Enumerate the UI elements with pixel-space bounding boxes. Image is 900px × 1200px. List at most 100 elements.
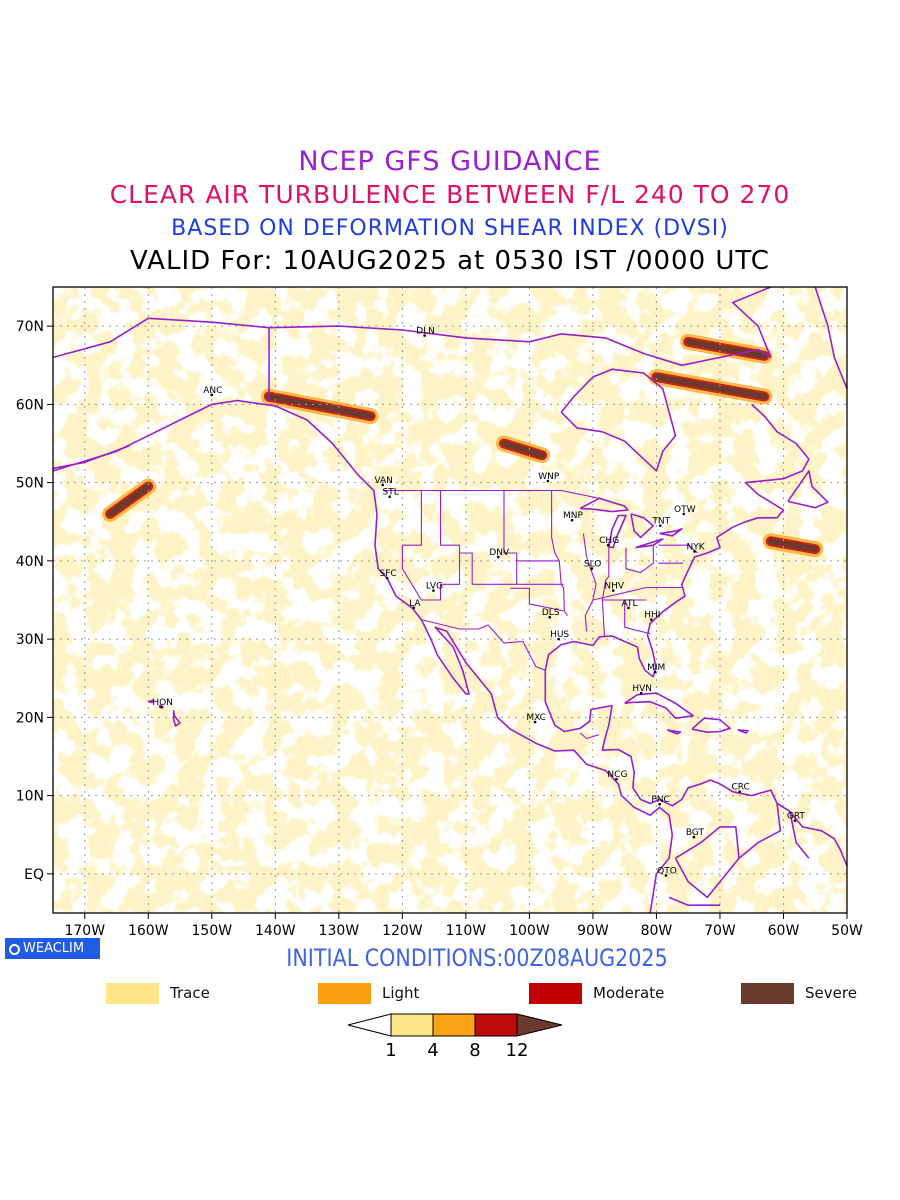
lon-tick-label: 50W bbox=[831, 923, 863, 939]
lon-tick-label: 130W bbox=[319, 923, 360, 939]
lon-tick-label: 160W bbox=[128, 923, 169, 939]
station-dot bbox=[160, 705, 163, 709]
station-dot bbox=[738, 790, 741, 794]
station-label: PNC bbox=[651, 795, 669, 805]
colorbar-label: 1 bbox=[385, 1040, 396, 1061]
station-dot bbox=[692, 835, 696, 839]
coastline bbox=[608, 514, 627, 549]
station-label: HUS bbox=[550, 630, 569, 640]
station-dot bbox=[693, 550, 696, 553]
severe-band bbox=[685, 338, 768, 359]
lon-tick-label: 100W bbox=[509, 923, 550, 939]
station-label: CHG bbox=[599, 536, 619, 546]
colorbar-high-arrow bbox=[516, 1013, 563, 1037]
border-line bbox=[582, 533, 597, 632]
coastline bbox=[544, 670, 847, 867]
coastline bbox=[814, 287, 847, 390]
station-dot bbox=[627, 606, 630, 610]
station-dot bbox=[210, 393, 214, 397]
turbulence-field: DLN ANC VAN STL WNP MNP OTW TNT CHG NYK DNV SFC SLO L… bbox=[53, 287, 847, 913]
coastline bbox=[666, 729, 682, 735]
colorbar-segment bbox=[474, 1013, 518, 1037]
severe-bands bbox=[102, 333, 824, 558]
coastline bbox=[630, 513, 655, 539]
lat-tick-label: 60N bbox=[16, 397, 44, 413]
lon-tick-label: 150W bbox=[192, 923, 233, 939]
lat-tick-label: 50N bbox=[16, 476, 44, 492]
border-line bbox=[625, 545, 654, 574]
legend-label: Trace bbox=[170, 984, 210, 1002]
weaclim-badge: WEACLIM bbox=[5, 938, 100, 959]
station-dot bbox=[611, 589, 615, 592]
longitude-axis: 170W 160W 150W 140W 130W 120W 110W 100W 90W 80W 70… bbox=[64, 913, 863, 939]
border-line bbox=[401, 490, 461, 601]
station-dot bbox=[381, 483, 384, 487]
station-label: STL bbox=[383, 488, 399, 498]
coastline bbox=[53, 445, 130, 470]
station-label: VAN bbox=[374, 476, 392, 486]
border-line bbox=[510, 587, 565, 612]
border-line bbox=[579, 732, 600, 740]
station-label: ATL bbox=[621, 599, 637, 609]
colorbar-label: 12 bbox=[506, 1040, 529, 1061]
legend-swatch bbox=[741, 983, 794, 1004]
station-label: LVG bbox=[426, 582, 443, 592]
coastlines bbox=[53, 287, 847, 913]
border-line bbox=[551, 490, 568, 617]
severe-band bbox=[265, 393, 374, 420]
method-subtitle: BASED ON DEFORMATION SHEAR INDEX (DVSI) bbox=[171, 216, 729, 241]
legend-swatch bbox=[106, 983, 159, 1004]
main-title: NCEP GFS GUIDANCE bbox=[298, 146, 602, 177]
severe-band bbox=[107, 483, 152, 517]
station-dot bbox=[639, 691, 643, 695]
station-dot bbox=[658, 524, 662, 527]
lon-tick-label: 60W bbox=[768, 923, 800, 939]
colorbar-low-arrow bbox=[347, 1013, 392, 1037]
coastline bbox=[172, 710, 181, 727]
coastline bbox=[731, 287, 772, 358]
station-label: TNT bbox=[651, 517, 670, 527]
border-line bbox=[592, 586, 684, 601]
station-label: WNP bbox=[538, 472, 560, 482]
coastline bbox=[789, 811, 810, 859]
station-dot bbox=[570, 518, 574, 522]
coastline bbox=[624, 692, 695, 719]
lon-tick-label: 110W bbox=[446, 923, 487, 939]
station-label: BGT bbox=[686, 828, 705, 838]
lon-tick-label: 80W bbox=[641, 923, 673, 939]
legend-swatch bbox=[318, 983, 371, 1004]
station-label: DLS bbox=[542, 608, 560, 618]
station-label: SLO bbox=[584, 560, 602, 570]
station-dot bbox=[793, 819, 797, 822]
severe-band bbox=[653, 373, 768, 400]
station-label: MIM bbox=[647, 663, 665, 673]
colorbar: 1 4 8 12 bbox=[347, 1013, 563, 1061]
station-label: MNP bbox=[563, 511, 583, 521]
lat-tick-label: 70N bbox=[16, 319, 44, 335]
colorbar-segment bbox=[432, 1013, 476, 1037]
coastline bbox=[691, 717, 731, 733]
station-label: DLN bbox=[416, 327, 435, 337]
lat-tick-label: 30N bbox=[16, 632, 44, 648]
border-line bbox=[624, 600, 651, 635]
station-label: MXC bbox=[526, 713, 546, 723]
border-line bbox=[383, 489, 600, 499]
station-label: SFC bbox=[380, 569, 397, 579]
legend-label: Severe bbox=[805, 984, 857, 1002]
latitude-axis: 70N 60N 50N 40N 30N 20N 10N EQ bbox=[16, 319, 53, 883]
coastline bbox=[737, 729, 749, 734]
coastline bbox=[560, 368, 677, 472]
lon-tick-label: 140W bbox=[255, 923, 296, 939]
lat-tick-label: EQ bbox=[24, 867, 44, 883]
coastline bbox=[53, 317, 772, 367]
border-line bbox=[601, 541, 610, 637]
station-label: NHV bbox=[604, 582, 625, 592]
severe-band bbox=[767, 538, 819, 553]
border-line bbox=[421, 619, 546, 671]
coastline bbox=[668, 896, 720, 906]
lon-tick-label: 90W bbox=[577, 923, 609, 939]
station-dot bbox=[590, 567, 593, 570]
station-dot bbox=[682, 512, 686, 516]
colorbar-label: 8 bbox=[469, 1040, 480, 1061]
